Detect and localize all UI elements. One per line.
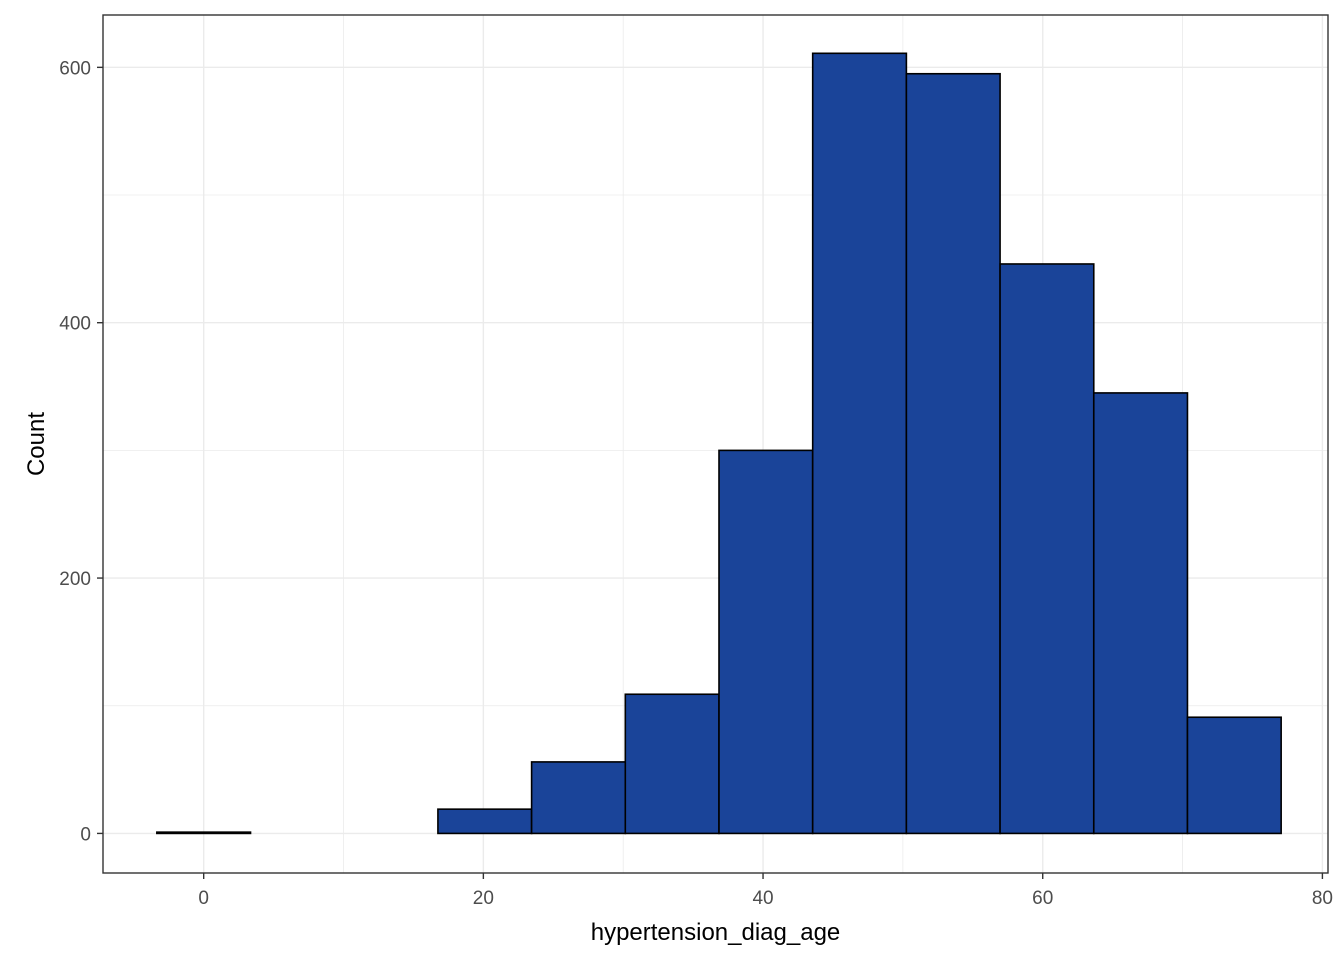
x-tick-label: 0 [198,888,209,909]
histogram-bar [624,693,720,835]
x-tick-label: 80 [1312,888,1333,909]
x-axis-title: hypertension_diag_age [591,919,841,946]
y-axis-title: Count [23,412,50,476]
y-tick-label: 200 [59,569,91,590]
x-tick-label: 20 [473,888,494,909]
y-tick-label: 0 [80,824,91,845]
histogram-bar [156,831,252,835]
histogram-bar [905,72,1001,835]
y-tick-label: 400 [59,314,91,335]
histogram-bar [718,449,814,835]
x-tick-label: 40 [752,888,773,909]
histogram-bar [1092,392,1189,835]
histogram-bar [999,263,1095,835]
histogram-bar [1186,716,1282,835]
y-axis: 0 200 400 600 [59,58,103,845]
x-tick-label: 60 [1032,888,1053,909]
y-tick-label: 600 [59,58,91,79]
histogram-bar [437,808,533,835]
bars-group [156,52,1282,835]
histogram-bar [811,52,908,835]
histogram-bar [530,761,627,835]
x-axis: 0 20 40 60 80 [198,873,1333,909]
panel-border [102,14,1329,874]
